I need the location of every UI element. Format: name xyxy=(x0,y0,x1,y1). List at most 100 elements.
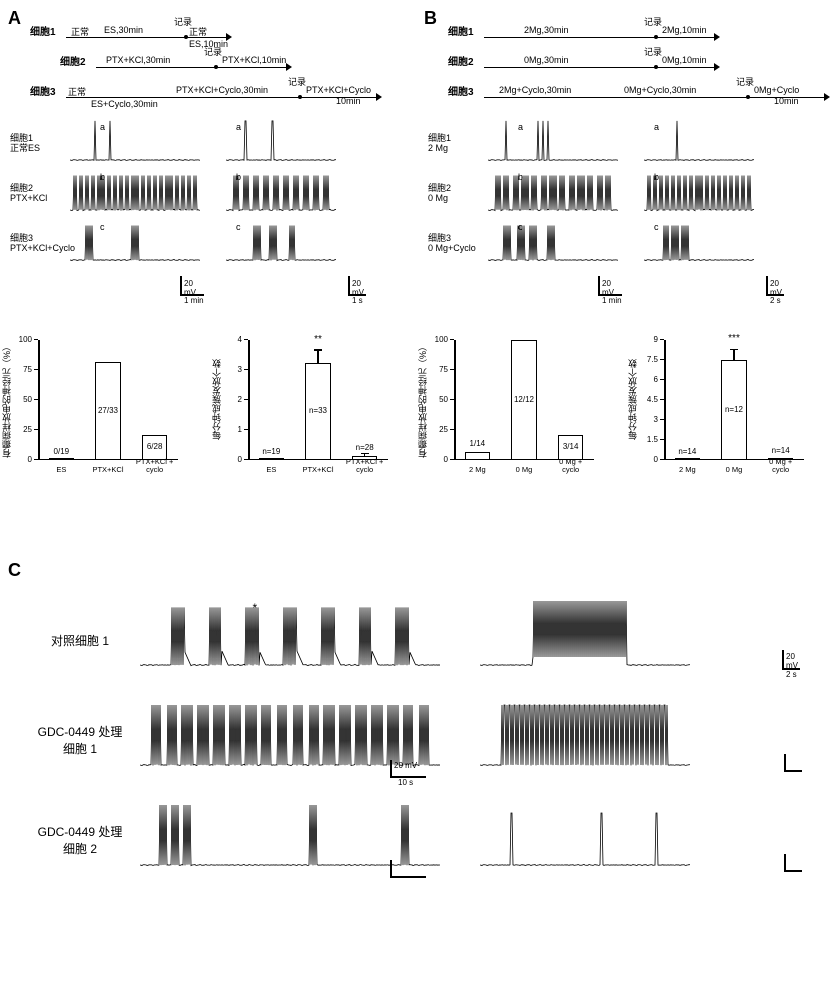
svg-text:b: b xyxy=(236,172,241,182)
svg-text:b: b xyxy=(654,172,659,182)
svg-text:c: c xyxy=(236,222,241,232)
trace-row: 细胞12 Mg a a xyxy=(428,120,828,166)
sig-label: *** xyxy=(724,333,744,344)
panel-a: A 细胞1 正常 ES,30min 记录 正常 ES,10min 细胞2 PTX… xyxy=(0,0,420,540)
c-trace-zoom xyxy=(480,600,690,680)
bar xyxy=(465,452,491,460)
y-axis-label: 有癫痫样放电的神经元（%） xyxy=(416,340,429,460)
b-scale-y: 20 mV xyxy=(602,279,622,297)
trace-row: 细胞1正常ES a a xyxy=(10,120,410,166)
x-tick-label: ES xyxy=(41,466,82,474)
bar-count: n=28 xyxy=(352,443,378,452)
traces-a: 细胞1正常ES a a 细胞2PTX+KCl b b 细胞3PTX+KCl+Cy… xyxy=(10,120,410,270)
x-tick-label: PTX+KCl + cyclo xyxy=(134,458,175,474)
panel-a-label: A xyxy=(8,8,21,29)
trace-svg: a xyxy=(70,120,200,166)
trace-svg: b xyxy=(644,170,754,216)
b-cell2-label: 细胞2 xyxy=(448,53,484,68)
trace-label: 细胞20 Mg xyxy=(428,183,488,203)
trace-svg: a xyxy=(488,120,618,166)
scale-y: 20 mV xyxy=(184,279,204,297)
trace-svg: c xyxy=(226,220,336,266)
y-axis-label: 有癫痫样放电的神经元（%） xyxy=(0,340,13,460)
svg-text:c: c xyxy=(518,222,523,232)
panel-b: B 细胞1 2Mg,30min 记录 2Mg,10min 细胞2 0Mg,30m… xyxy=(420,0,833,540)
traces-b: 细胞12 Mg a a 细胞20 Mg b b 细胞30 Mg+Cyclo c … xyxy=(428,120,828,270)
bar-count: n=33 xyxy=(305,406,331,415)
bars-b: 0255075100有癫痫样放电的神经元（%）1/142 Mg12/120 Mg… xyxy=(416,320,826,490)
x-tick-label: 0 Mg xyxy=(713,466,754,474)
svg-text:*: * xyxy=(253,601,258,615)
trace-svg: c xyxy=(488,220,618,266)
trace-svg: c xyxy=(70,220,200,266)
c-trace-label: 对照细胞 1 xyxy=(20,632,140,649)
trace-row: 细胞2PTX+KCl b b xyxy=(10,170,410,216)
bar-count: 3/14 xyxy=(558,442,584,451)
trace-svg: a xyxy=(644,120,754,166)
svg-text:a: a xyxy=(518,122,523,132)
scale-y2: 20 mV xyxy=(352,279,372,297)
b-cell1-label: 细胞1 xyxy=(448,23,484,38)
cell3-label: 细胞3 xyxy=(30,83,66,98)
svg-text:a: a xyxy=(100,122,105,132)
c-trace-main: * xyxy=(140,600,440,680)
x-tick-label: PTX+KCl xyxy=(87,466,128,474)
b-scale-x-zoom: 2 s xyxy=(770,296,781,305)
scale-x-zoom: 1 s xyxy=(352,296,363,305)
bar-count: n=14 xyxy=(675,447,701,456)
svg-text:c: c xyxy=(100,222,105,232)
svg-text:a: a xyxy=(236,122,241,132)
svg-text:b: b xyxy=(100,172,105,182)
x-tick-label: 2 Mg xyxy=(457,466,498,474)
y-axis-label: 每分钟成簇发放个数 xyxy=(210,340,223,460)
bar-count: n=19 xyxy=(259,447,285,456)
bar xyxy=(675,458,701,460)
c-trace-row: 对照细胞 1 * 20 mV 2 s xyxy=(20,600,800,680)
svg-text:a: a xyxy=(654,122,659,132)
trace-label: 细胞2PTX+KCl xyxy=(10,183,70,203)
y-axis-label: 每分钟成簇发放个数 xyxy=(626,340,639,460)
trace-label: 细胞12 Mg xyxy=(428,133,488,153)
seg: 正常 xyxy=(71,25,89,38)
bar-count: 6/28 xyxy=(142,442,168,451)
x-tick-label: 0 Mg + cyclo xyxy=(550,458,591,474)
trace-row: 细胞3PTX+KCl+Cyclo c c xyxy=(10,220,410,266)
c-trace-label: GDC-0449 处理 细胞 1 xyxy=(20,723,140,757)
panel-c-label: C xyxy=(8,560,21,581)
cell1-label: 细胞1 xyxy=(30,23,66,38)
trace-label: 细胞30 Mg+Cyclo xyxy=(428,233,488,253)
trace-svg: a xyxy=(226,120,336,166)
sig-label: ** xyxy=(308,334,328,345)
x-tick-label: PTX+KCl + cyclo xyxy=(344,458,385,474)
b-scale-y2: 20 mV xyxy=(770,279,790,297)
c-trace-label: GDC-0449 处理 细胞 2 xyxy=(20,823,140,857)
panel-b-label: B xyxy=(424,8,437,29)
protocol-a: 细胞1 正常 ES,30min 记录 正常 ES,10min 细胞2 PTX+K… xyxy=(30,14,376,98)
x-tick-label: PTX+KCl xyxy=(297,466,338,474)
panel-c: C 对照细胞 1 * 20 mV 2 s GDC-0449 处理 细胞 1 xyxy=(0,560,833,990)
c-trace-zoom xyxy=(480,800,690,880)
c-trace-row: GDC-0449 处理 细胞 2 xyxy=(20,800,800,880)
trace-svg: b xyxy=(488,170,618,216)
bar-count: n=14 xyxy=(768,446,794,455)
trace-label: 细胞1正常ES xyxy=(10,133,70,153)
b-cell3-label: 细胞3 xyxy=(448,83,484,98)
protocol-b: 细胞1 2Mg,30min 记录 2Mg,10min 细胞2 0Mg,30min… xyxy=(448,14,824,98)
bar xyxy=(259,458,285,460)
bar-count: 0/19 xyxy=(49,447,75,456)
x-tick-label: ES xyxy=(251,466,292,474)
trace-row: 细胞20 Mg b b xyxy=(428,170,828,216)
bar-count: n=12 xyxy=(721,405,747,414)
trace-row: 细胞30 Mg+Cyclo c c xyxy=(428,220,828,266)
c-trace-zoom xyxy=(480,700,690,780)
svg-text:b: b xyxy=(518,172,523,182)
trace-svg: b xyxy=(70,170,200,216)
trace-svg: c xyxy=(644,220,754,266)
scale-x-main: 1 min xyxy=(184,296,204,305)
b-scale-x-main: 1 min xyxy=(602,296,622,305)
cell2-label: 细胞2 xyxy=(60,53,96,68)
bars-a: 0255075100有癫痫样放电的神经元（%）0/19ES27/33PTX+KC… xyxy=(0,320,410,490)
trace-label: 细胞3PTX+KCl+Cyclo xyxy=(10,233,70,253)
trace-svg: b xyxy=(226,170,336,216)
x-tick-label: 0 Mg xyxy=(503,466,544,474)
